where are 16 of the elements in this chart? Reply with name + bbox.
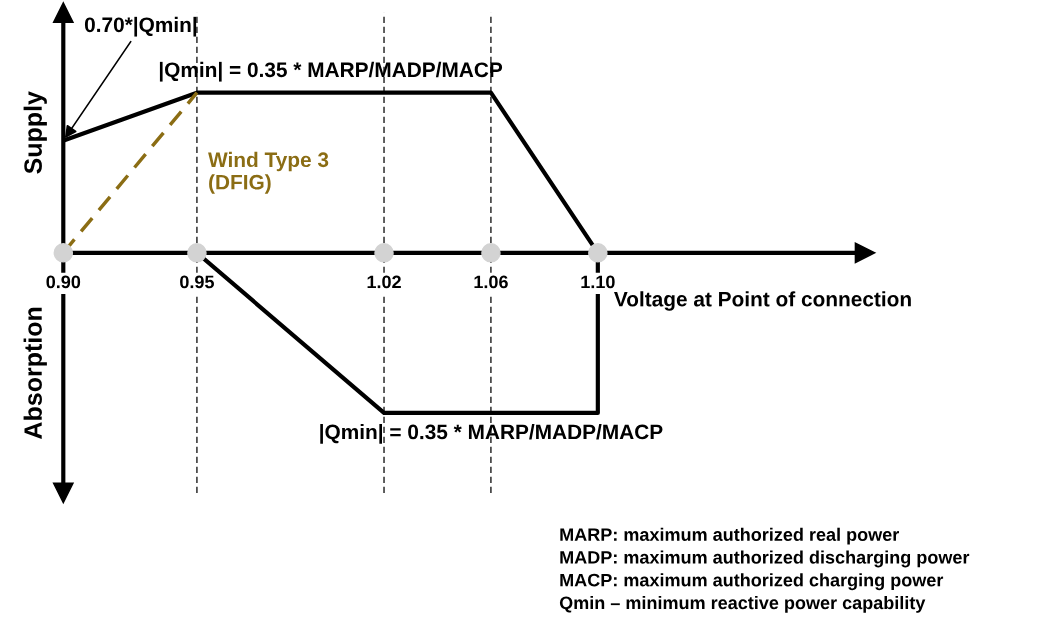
x-tick-label: 1.02 (367, 275, 401, 289)
x-axis-title: Voltage at Point of connection (614, 291, 911, 311)
text: MADP: maximum authorized discharging power (560, 550, 970, 568)
x-tick-label: 0.90 (46, 275, 81, 289)
annotation: |Qmin| = 0.35 * MARP/MADP/MACP (159, 61, 503, 82)
text: MARP: maximum authorized real power (560, 527, 899, 545)
annotation: 0.70*|Qmin| (84, 16, 197, 37)
text: MACP: maximum authorized charging power (560, 573, 944, 591)
annotation: |Qmin| = 0.35 * MARP/MADP/MACP (320, 424, 663, 444)
text: Wind Type 3 (DFIG) (208, 151, 329, 194)
text: Supply (23, 91, 47, 174)
text: Qmin – minimum reactive power capability (559, 595, 926, 613)
x-tick-label: 1.06 (474, 275, 508, 289)
x-tick-label: 1.10 (581, 275, 615, 289)
x-tick-label: 0.95 (180, 275, 214, 289)
text: Absorption (23, 307, 47, 439)
